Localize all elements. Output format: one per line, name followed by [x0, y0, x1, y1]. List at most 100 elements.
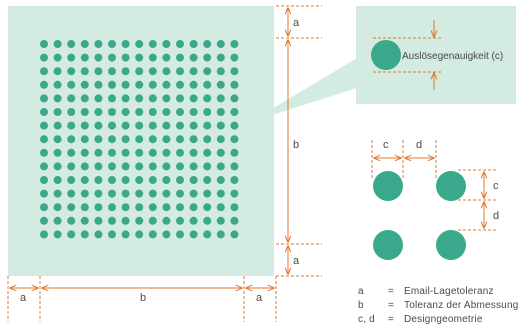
grid-dot [162, 176, 171, 184]
grid-dot [162, 80, 171, 89]
grid-dot [94, 53, 103, 62]
grid-dot [148, 108, 157, 116]
grid-dot [162, 203, 171, 212]
grid-dot [203, 176, 212, 184]
grid-dot [230, 189, 239, 198]
grid-dot [53, 189, 62, 198]
grid-dot [230, 121, 239, 130]
grid-dot [148, 189, 157, 198]
grid-dot [216, 135, 225, 144]
detail-dimensions [371, 140, 496, 231]
grid-dot [40, 176, 48, 184]
grid-dot [80, 67, 89, 76]
grid-dot [162, 189, 171, 198]
grid-dot [135, 148, 144, 157]
grid-dot [176, 135, 184, 144]
grid-dot [121, 80, 130, 89]
grid-dot [203, 189, 212, 198]
grid-dot [53, 203, 62, 212]
grid-dot [189, 148, 198, 157]
grid-dot [67, 53, 76, 62]
detail-dot-top-left [373, 171, 403, 201]
legend-row-b: b = Toleranz der Abmessung [358, 299, 518, 313]
grid-dot [94, 108, 103, 116]
grid-dot [203, 94, 212, 103]
grid-dot [80, 40, 89, 48]
legend-key: b [358, 300, 364, 311]
grid-dot [176, 94, 184, 103]
grid-dot [94, 176, 103, 184]
grid-dot [162, 135, 171, 144]
grid-dot [94, 230, 103, 239]
grid-dot [108, 230, 116, 239]
grid-dot [80, 230, 89, 239]
grid-dot [189, 230, 198, 239]
grid-dot [40, 94, 48, 103]
grid-dot [148, 40, 157, 48]
grid-dot [230, 53, 239, 62]
grid-dot [108, 80, 116, 89]
grid-dot [203, 121, 212, 130]
grid-dot [40, 80, 48, 89]
grid-dot [40, 108, 48, 116]
detail-label-c-right: c [493, 180, 499, 192]
grid-dot [148, 162, 157, 171]
dim-label-a-right: a [256, 292, 263, 304]
grid-dot [94, 148, 103, 157]
grid-dot [135, 189, 144, 198]
grid-dot [40, 230, 48, 239]
grid-dot [230, 80, 239, 89]
grid-dot [176, 121, 184, 130]
grid-dot [216, 162, 225, 171]
grid-dot [40, 216, 48, 225]
grid-dot [121, 108, 130, 116]
grid-dot [148, 53, 157, 62]
grid-dot [189, 40, 198, 48]
grid-dot [203, 162, 212, 171]
grid-dot [67, 230, 76, 239]
grid-dot [40, 53, 48, 62]
grid-dot [94, 121, 103, 130]
grid-dot [135, 67, 144, 76]
plate-horizontal-dimensions [7, 276, 277, 322]
detail-label-c-top: c [383, 139, 389, 151]
grid-dot [108, 53, 116, 62]
callout-dot [371, 40, 401, 70]
grid-dot [230, 40, 239, 48]
grid-dot [67, 121, 76, 130]
grid-dot [176, 189, 184, 198]
grid-dot [108, 176, 116, 184]
grid-dot [67, 135, 76, 144]
grid-dot [203, 80, 212, 89]
grid-dot [80, 121, 89, 130]
grid-dot [94, 67, 103, 76]
grid-dot [203, 40, 212, 48]
grid-dot [216, 230, 225, 239]
grid-dot [108, 148, 116, 157]
grid-dot [230, 230, 239, 239]
grid-dot [80, 189, 89, 198]
grid-dot [176, 203, 184, 212]
grid-dot [216, 80, 225, 89]
grid-dot [121, 203, 130, 212]
grid-dot [189, 121, 198, 130]
plate-vertical-dimensions [276, 5, 322, 277]
grid-dot [108, 135, 116, 144]
grid-dot [162, 108, 171, 116]
grid-dot [40, 40, 48, 48]
grid-dot [67, 216, 76, 225]
legend-row-a: a = Email-Lagetoleranz [358, 285, 518, 299]
grid-dot [94, 216, 103, 225]
grid-dot [176, 108, 184, 116]
grid-dot [80, 162, 89, 171]
grid-dot [203, 216, 212, 225]
grid-dot [67, 176, 76, 184]
grid-dot [176, 67, 184, 76]
grid-dot [135, 135, 144, 144]
grid-dot [176, 216, 184, 225]
grid-dot [203, 203, 212, 212]
grid-dot [135, 94, 144, 103]
grid-dot [135, 230, 144, 239]
grid-dot [216, 189, 225, 198]
